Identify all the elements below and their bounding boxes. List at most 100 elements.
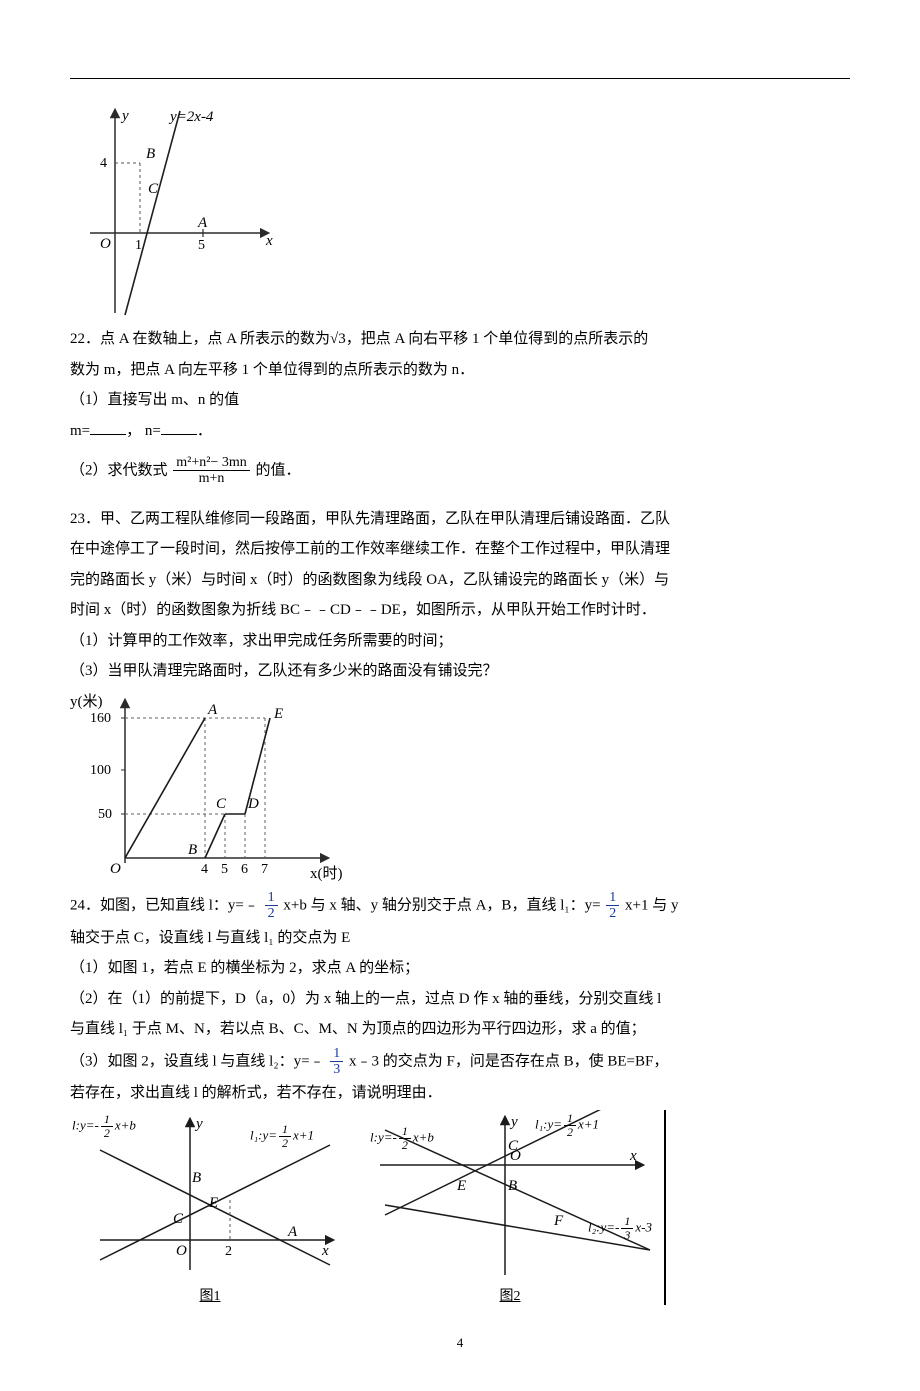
q22-p2: （2）求代数式 m²+n²− 3mn m+n 的值．	[70, 455, 850, 487]
eq-l1-right: l₁:y=12x+1	[535, 1112, 599, 1139]
lrfd: 2	[399, 1138, 411, 1152]
yr: y	[509, 1114, 518, 1130]
m-eq: m=	[70, 423, 90, 439]
ylabel: y(米)	[70, 693, 103, 710]
f1d: 2	[265, 905, 278, 921]
B-label: B	[146, 146, 155, 162]
y-label: y	[120, 108, 129, 124]
page-number: 4	[70, 1335, 850, 1351]
eq-l1-b: x+1	[293, 1128, 314, 1143]
q22-stem-line2: 数为 m，把点 A 向左平移 1 个单位得到的点所表示的数为 n．	[70, 356, 850, 385]
q23-p3: （3）当甲队清理完路面时，乙队还有多少米的路面没有铺设完？	[70, 657, 850, 686]
eq-l2r-a: l₂:y=-	[588, 1220, 619, 1235]
eq-l1-a: l₁:y=	[250, 1128, 277, 1143]
y160: 160	[90, 711, 111, 726]
f2d: 2	[606, 905, 619, 921]
A-label: A	[197, 215, 208, 231]
f3d: 3	[330, 1061, 343, 1077]
q22-fraction: m²+n²− 3mn m+n	[173, 455, 249, 487]
q22-stem1a: 22．点 A 在数轴上，点 A 所表示的数为	[70, 331, 330, 347]
fig24-left-wrap: y x O B C E A 2 l:y=-12x+b l₁:y=12x+1 图1	[70, 1110, 350, 1305]
El: E	[208, 1195, 218, 1211]
blank-n[interactable]	[161, 420, 197, 435]
l1rfn: 1	[564, 1112, 576, 1125]
f1n: 1	[265, 890, 278, 905]
fig24-right-wrap: y x O C B E F l₁:y=12x+1 l:y=-12x+b l₂:y…	[360, 1110, 660, 1305]
E: E	[273, 706, 283, 722]
q22-stem1b: ，把点 A 向右平移 1 个单位得到的点所表示的	[346, 331, 649, 347]
x5: 5	[221, 862, 228, 877]
l2rfd: 3	[621, 1228, 633, 1242]
q24-l1b: x+b 与 x 轴、y 轴分别交于点 A，B，直线 l₁：y=	[283, 897, 600, 913]
q24-f1: 1 2	[265, 890, 278, 922]
y: y	[194, 1116, 203, 1132]
sqrt3: √3	[330, 331, 346, 347]
q24-l1a: 24．如图，已知直线 l：y=﹣	[70, 897, 259, 913]
q23-l1: 23．甲、乙两工程队维修同一段路面，甲队先清理路面，乙队在甲队清理后铺设路面．乙…	[70, 505, 850, 534]
eq-lr-a: l:y=-	[370, 1130, 397, 1145]
q24-p2b: 与直线 l₁ 于点 M、N，若以点 B、C、M、N 为顶点的四边形为平行四边形，…	[70, 1015, 850, 1044]
x6: 6	[241, 862, 248, 877]
fig-21: y x O y=2x-4 B C A 4 1 5	[70, 103, 280, 323]
Bl: B	[192, 1170, 201, 1186]
l2rfn: 1	[621, 1215, 633, 1228]
Al: A	[287, 1224, 298, 1240]
q24-p1: （1）如图 1，若点 E 的横坐标为 2，求点 A 的坐标；	[70, 954, 850, 983]
Cl: C	[173, 1211, 184, 1227]
q22-p2a: （2）求代数式	[70, 463, 168, 479]
eq-l1r-a: l₁:y=	[535, 1117, 562, 1132]
q23-l4: 时间 x（时）的函数图象为折线 BC﹣﹣CD﹣﹣DE，如图所示，从甲队开始工作时…	[70, 596, 850, 625]
lrfn: 1	[399, 1125, 411, 1138]
x4: 4	[201, 862, 208, 877]
C: C	[216, 796, 227, 812]
page: y x O y=2x-4 B C A 4 1 5 22．点 A 在数轴上，点 A…	[0, 0, 920, 1391]
eqn-label: y=2x-4	[168, 109, 214, 125]
Ol: O	[176, 1243, 187, 1259]
tick-5: 5	[198, 238, 205, 253]
period: ．	[197, 423, 212, 439]
q22-mline: m= ， n= ．	[70, 417, 850, 446]
xr: x	[629, 1148, 637, 1164]
eq-l2r-b: x-3	[635, 1220, 652, 1235]
q22-frac-num: m²+n²− 3mn	[173, 455, 249, 470]
q24-p3: （3）如图 2，设直线 l 与直线 l₂：y=﹣ 1 3 x﹣3 的交点为 F，…	[70, 1046, 850, 1078]
q24-p2a: （2）在（1）的前提下，D（a，0）为 x 轴上的一点，过点 D 作 x 轴的垂…	[70, 985, 850, 1014]
q24-p4: 若存在，求出直线 l 的解析式，若不存在，请说明理由．	[70, 1079, 850, 1108]
x7: 7	[261, 862, 268, 877]
q22-frac-den: m+n	[173, 470, 249, 486]
q23-l3: 完的路面长 y（米）与时间 x（时）的函数图象为线段 OA，乙队铺设完的路面长 …	[70, 566, 850, 595]
eq-l-b: x+b	[115, 1118, 136, 1133]
sep: ， n=	[126, 423, 161, 439]
q24-f2: 1 2	[606, 890, 619, 922]
eqlfn: 1	[101, 1113, 113, 1126]
x-label: x	[265, 233, 273, 249]
q24-figs: y x O B C E A 2 l:y=-12x+b l₁:y=12x+1 图1	[70, 1110, 666, 1305]
top-rule	[70, 78, 850, 79]
eq-l-a: l:y=-	[72, 1118, 99, 1133]
Br: B	[508, 1178, 517, 1194]
x: x	[321, 1243, 329, 1259]
q22-p1: （1）直接写出 m、n 的值	[70, 386, 850, 415]
f3n: 1	[330, 1046, 343, 1061]
B: B	[188, 842, 197, 858]
xlabel: x(时)	[310, 865, 343, 882]
Er: E	[456, 1178, 466, 1194]
Cr: C	[508, 1138, 519, 1154]
tick-4: 4	[100, 156, 107, 171]
t2: 2	[225, 1244, 232, 1259]
C-label: C	[148, 181, 159, 197]
blank-m[interactable]	[90, 420, 126, 435]
eqlfd: 2	[101, 1126, 113, 1140]
q24-p3a: （3）如图 2，设直线 l 与直线 l₂：y=﹣	[70, 1053, 325, 1069]
eql1fn: 1	[279, 1123, 291, 1136]
q22-p2b: 的值．	[255, 463, 300, 479]
eq-l2-right: l₂:y=-13x-3	[588, 1215, 652, 1242]
eq-l-left: l:y=-12x+b	[72, 1113, 136, 1140]
eq-lr-b: x+b	[413, 1130, 434, 1145]
q24-l1c: x+1 与 y	[625, 897, 678, 913]
D: D	[247, 796, 259, 812]
eq-l1r-b: x+1	[578, 1117, 599, 1132]
fig-23: 160 100 50 4 5 6 7 y(米) x(时) O A E B C D	[70, 688, 350, 888]
O: O	[110, 861, 121, 877]
eq-l1-left: l₁:y=12x+1	[250, 1123, 314, 1150]
